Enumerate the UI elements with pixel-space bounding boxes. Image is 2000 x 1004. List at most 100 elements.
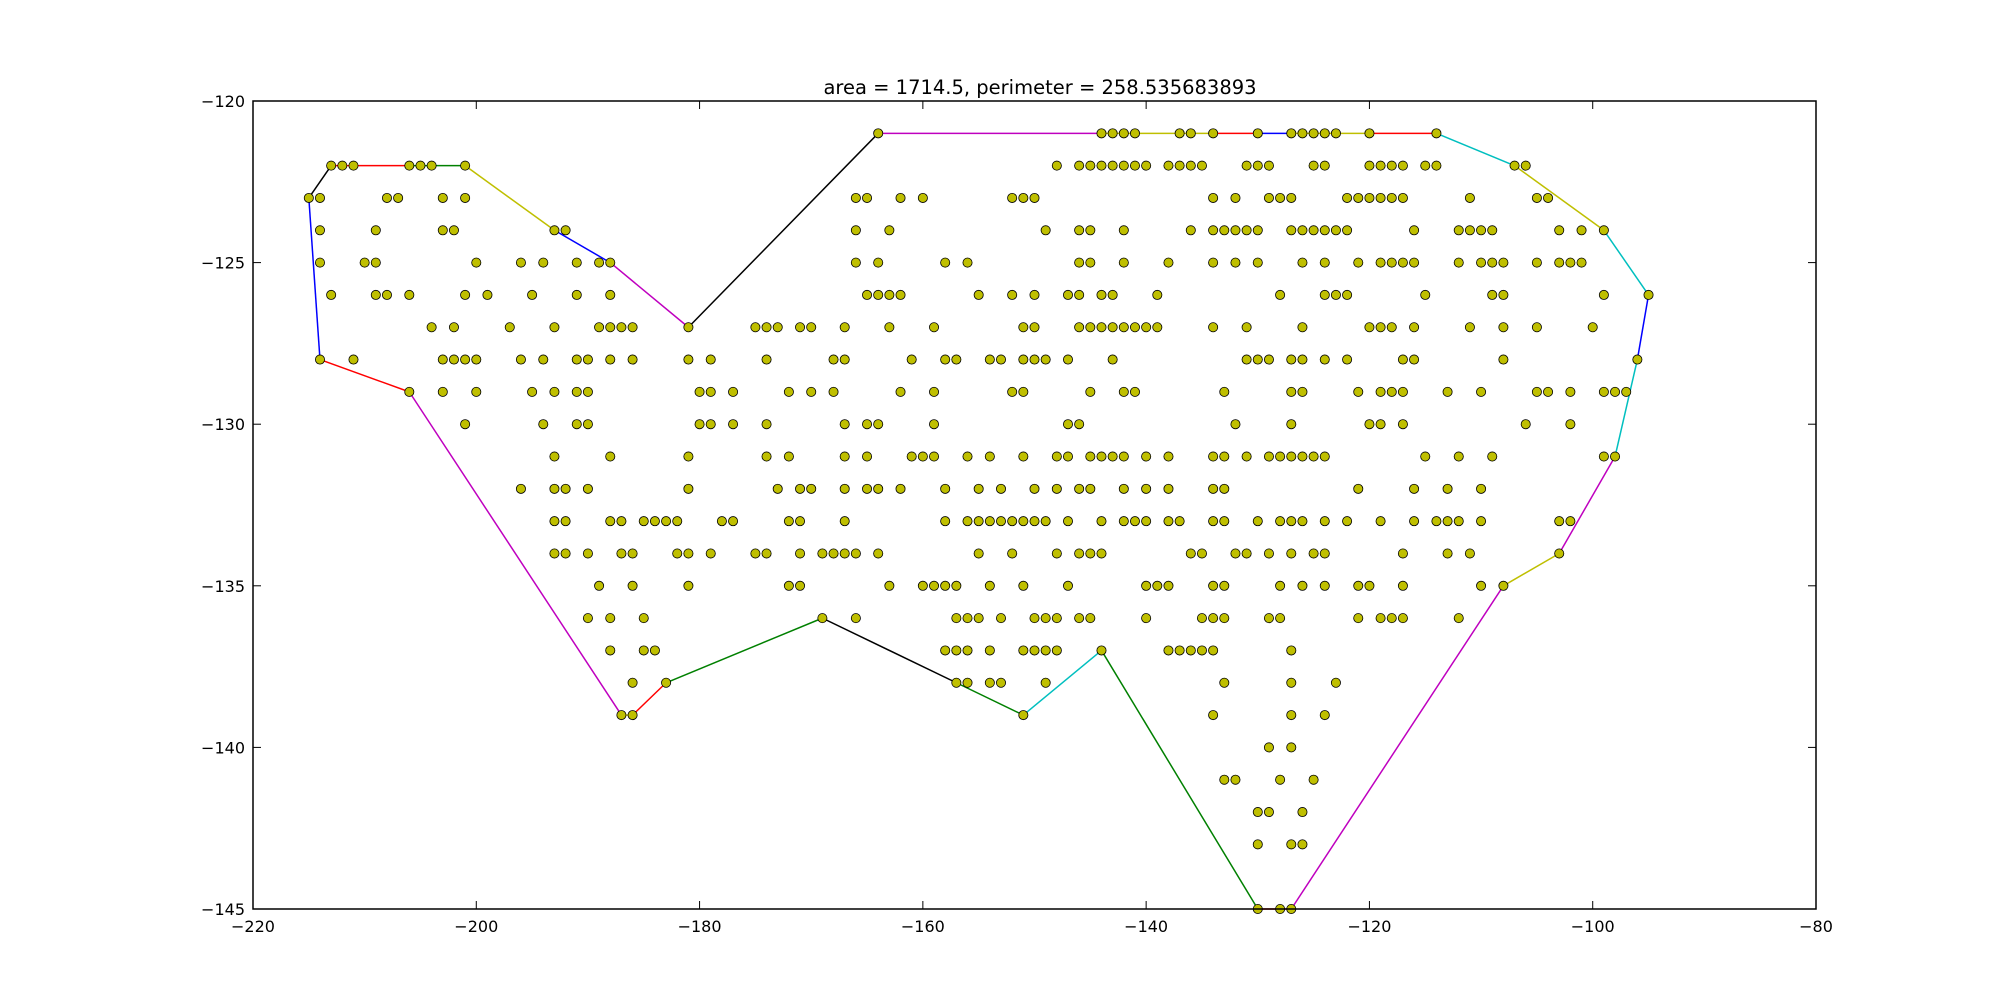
data-point [1286, 225, 1297, 236]
data-point [594, 580, 605, 591]
hull-segment [408, 391, 623, 716]
data-point [1230, 419, 1241, 430]
data-point [1275, 451, 1286, 462]
data-point [1007, 516, 1018, 527]
data-point [940, 580, 951, 591]
x-tick-label: −100 [1571, 917, 1615, 936]
data-point [1152, 322, 1163, 333]
data-point [1007, 548, 1018, 559]
data-point [549, 322, 560, 333]
data-point [1275, 774, 1286, 785]
data-point [314, 257, 325, 268]
data-point [1319, 710, 1330, 721]
data-point [1074, 419, 1085, 430]
data-point [1375, 419, 1386, 430]
data-point [1185, 645, 1196, 656]
data-point [582, 613, 593, 624]
data-point [1375, 192, 1386, 203]
data-point [761, 451, 772, 462]
data-point [996, 677, 1007, 688]
data-point [1062, 354, 1073, 365]
data-point [750, 322, 761, 333]
x-tick-label: −200 [454, 917, 498, 936]
data-point [839, 419, 850, 430]
data-point [1554, 516, 1565, 527]
data-point [705, 386, 716, 397]
data-point [1007, 192, 1018, 203]
data-point [560, 483, 571, 494]
data-point [1397, 257, 1408, 268]
data-point [1342, 516, 1353, 527]
data-point [1018, 451, 1029, 462]
x-tick-label: −80 [1799, 917, 1833, 936]
data-point [1375, 613, 1386, 624]
data-point [806, 322, 817, 333]
data-point [1308, 160, 1319, 171]
data-point [1464, 192, 1475, 203]
data-point [1107, 322, 1118, 333]
data-point [1118, 386, 1129, 397]
data-point [1152, 289, 1163, 300]
data-point [1040, 225, 1051, 236]
data-point [895, 289, 906, 300]
data-point [1308, 225, 1319, 236]
data-point [683, 548, 694, 559]
data-point [627, 354, 638, 365]
data-point [1062, 289, 1073, 300]
data-point [1074, 225, 1085, 236]
data-point [1252, 807, 1263, 818]
data-point [1286, 419, 1297, 430]
data-point [1297, 386, 1308, 397]
data-point [1074, 257, 1085, 268]
data-point [448, 225, 459, 236]
data-point [1208, 225, 1219, 236]
data-point [1464, 225, 1475, 236]
data-point [437, 386, 448, 397]
data-point [817, 613, 828, 624]
data-point [1208, 451, 1219, 462]
data-point [1163, 483, 1174, 494]
data-point [1062, 451, 1073, 462]
data-point [1018, 354, 1029, 365]
data-point [1208, 580, 1219, 591]
data-point [504, 322, 515, 333]
x-tick-label: −140 [1124, 917, 1168, 936]
data-point [873, 257, 884, 268]
data-point [582, 354, 593, 365]
data-point [1375, 257, 1386, 268]
data-point [482, 289, 493, 300]
data-point [683, 580, 694, 591]
data-point [1163, 257, 1174, 268]
data-point [1442, 516, 1453, 527]
data-point [1342, 289, 1353, 300]
data-point [1308, 548, 1319, 559]
data-point [1375, 386, 1386, 397]
data-point [1598, 289, 1609, 300]
data-point [1297, 580, 1308, 591]
data-point [1308, 774, 1319, 785]
data-point [1297, 839, 1308, 850]
data-point [381, 192, 392, 203]
data-point [1386, 613, 1397, 624]
data-point [1174, 128, 1185, 139]
data-point [538, 354, 549, 365]
data-point [1085, 548, 1096, 559]
data-point [783, 451, 794, 462]
data-point [862, 289, 873, 300]
data-point [627, 677, 638, 688]
data-point [426, 160, 437, 171]
data-point [884, 289, 895, 300]
data-point [850, 257, 861, 268]
data-point [1297, 807, 1308, 818]
data-point [761, 419, 772, 430]
data-point [850, 192, 861, 203]
hull-segment [609, 262, 689, 328]
data-point [1531, 257, 1542, 268]
data-point [1531, 192, 1542, 203]
data-point [560, 516, 571, 527]
data-point [1476, 516, 1487, 527]
data-point [515, 257, 526, 268]
data-point [1096, 548, 1107, 559]
data-point [1118, 516, 1129, 527]
data-point [973, 289, 984, 300]
